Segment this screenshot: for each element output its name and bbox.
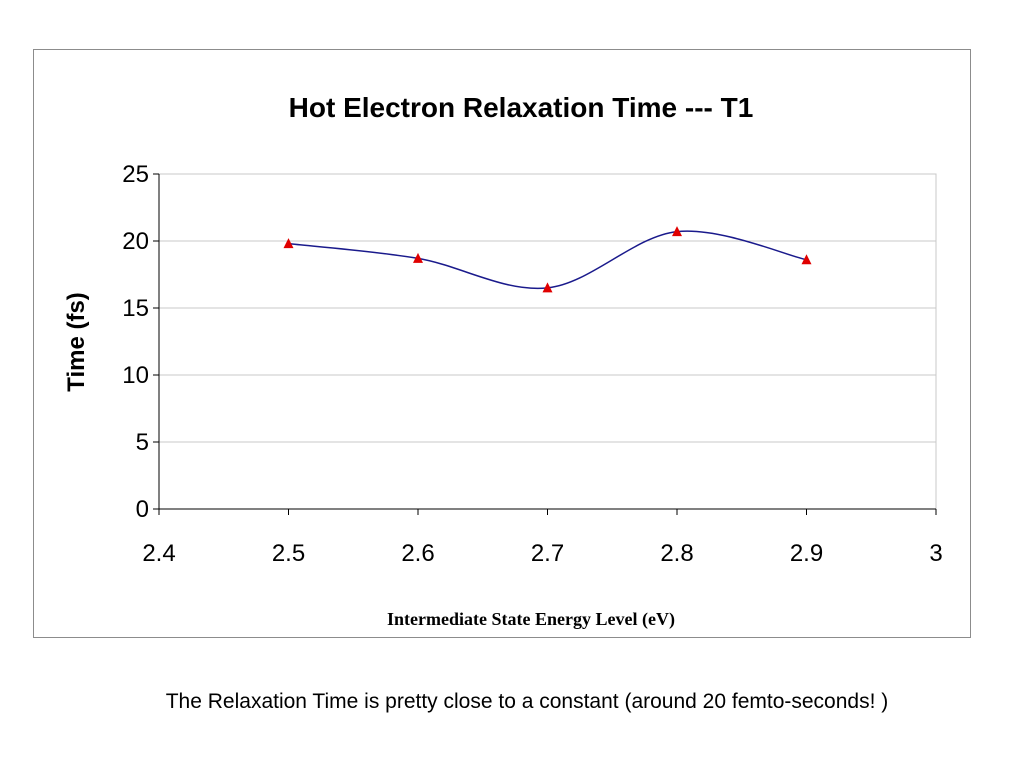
x-tick-label: 3: [929, 540, 942, 567]
y-tick-label: 15: [122, 295, 149, 322]
data-markers: [283, 226, 812, 293]
y-tick-label: 5: [136, 429, 149, 456]
x-tick-label: 2.4: [142, 540, 175, 567]
gridlines: [159, 173, 936, 443]
x-tick-label: 2.7: [531, 540, 564, 567]
tick-labels: 0 5 10 15 20 25 2.4 2.5 2.6 2.7 2.8 2.9 3: [122, 161, 942, 567]
caption-text: The Relaxation Time is pretty close to a…: [165, 690, 889, 713]
y-tick-label: 10: [122, 362, 149, 389]
data-point-marker: [283, 238, 294, 249]
x-tick-label: 2.6: [401, 540, 434, 567]
data-point-marker: [801, 254, 812, 265]
x-tick-label: 2.9: [790, 540, 823, 567]
line-chart: Hot Electron Relaxation Time --- T1 0 5 10…: [63, 92, 943, 630]
y-tick-label: 20: [122, 228, 149, 255]
x-axis-label: Intermediate State Energy Level (eV): [387, 609, 675, 630]
series-line: [288, 230, 807, 290]
plot-area-border: [158, 173, 937, 510]
x-tick-label: 2.5: [272, 540, 305, 567]
data-point-marker: [672, 226, 682, 237]
data-point-marker: [542, 282, 553, 293]
chart-frame: Hot Electron Relaxation Time --- T1 0 5 10…: [33, 49, 971, 638]
y-tick-label: 0: [136, 496, 149, 523]
x-tick-label: 2.8: [660, 540, 693, 567]
chart-title: Hot Electron Relaxation Time --- T1: [289, 92, 754, 123]
y-tick-label: 25: [122, 161, 149, 188]
data-series: [288, 230, 807, 290]
axes: [153, 173, 937, 515]
y-axis-label: Time (fs): [63, 292, 90, 392]
data-point-marker: [413, 252, 423, 263]
